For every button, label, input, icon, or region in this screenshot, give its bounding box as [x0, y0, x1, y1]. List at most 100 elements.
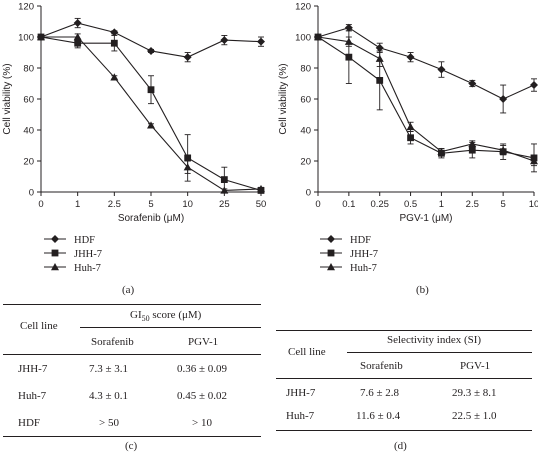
- data-point-jhh-7: [407, 134, 414, 142]
- table-row: HDF: [18, 417, 41, 429]
- series-line-jhh-7: [40, 36, 262, 191]
- data-point-huh-7: [468, 139, 477, 148]
- legend-marker-jhh-7: [51, 249, 59, 257]
- data-point-jhh-7: [74, 39, 82, 47]
- data-point-huh-7: [437, 147, 446, 155]
- table-d: Cell line Selectivity index (SI) Sorafen…: [272, 300, 538, 456]
- data-point-huh-7: [406, 122, 415, 131]
- chart-a-panel-label: (a): [122, 284, 135, 296]
- data-point-huh-7: [183, 163, 192, 171]
- data-point-jhh-7: [376, 77, 384, 84]
- table-cell: 0.45 ± 0.02: [177, 390, 228, 402]
- data-point-huh-7: [499, 146, 508, 154]
- data-point-huh-7: [530, 157, 538, 165]
- table-cell: 7.6 ± 2.8: [360, 387, 400, 399]
- table-d-header-rule: [276, 378, 532, 379]
- table-c-header-rule: [3, 354, 261, 355]
- x-tick-label: 1: [75, 199, 80, 210]
- table-cell: 4.3 ± 0.1: [89, 390, 129, 402]
- y-axis-label: Cell viability (%): [278, 63, 289, 134]
- data-point-huh-7: [220, 186, 229, 194]
- chart-b-axes: 0 20 40 60 80 100 120 0 0.1 0.25 0.5 1 2.5 5 10 PGV-1 (…: [278, 2, 538, 225]
- series-line-huh-7: [317, 36, 535, 162]
- data-point-hdf: [375, 43, 384, 52]
- table-d-col-sorafenib: Sorafenib: [360, 360, 403, 372]
- legend-label-jhh-7: JHH-7: [350, 249, 378, 260]
- data-point-hdf: [183, 53, 192, 62]
- data-point-hdf: [437, 65, 446, 74]
- data-point-huh-7: [344, 37, 353, 45]
- legend-label-hdf: HDF: [74, 235, 95, 246]
- legend-marker-huh-7: [327, 263, 335, 271]
- table-row: Huh-7: [18, 390, 47, 402]
- x-tick-label: 0.25: [370, 199, 389, 210]
- data-point-huh-7: [73, 33, 82, 41]
- table-c-top-rule: [3, 304, 261, 305]
- data-point-jhh-7: [468, 146, 476, 154]
- data-point-jhh-7: [345, 53, 353, 61]
- y-tick-label: 100: [295, 33, 311, 44]
- x-tick-label: 2.5: [108, 199, 121, 210]
- y-tick-label: 60: [300, 95, 311, 106]
- table-row: JHH-7: [286, 387, 316, 399]
- y-tick-label: 120: [18, 2, 34, 13]
- data-point-hdf: [468, 79, 477, 88]
- table-c-row-header: Cell line: [20, 320, 58, 332]
- data-point-jhh-7: [147, 86, 155, 94]
- chart-b: 0 20 40 60 80 100 120 0 0.1 0.25 0.5 1 2.5 5 10 PGV-1 (…: [278, 2, 538, 274]
- table-d-col-pgv1: PGV-1: [460, 360, 491, 372]
- data-point-jhh-7: [220, 176, 228, 183]
- x-tick-label: 0.5: [404, 199, 417, 210]
- x-tick-label: 10: [182, 199, 193, 210]
- legend-label-hdf: HDF: [350, 235, 371, 246]
- data-point-huh-7: [314, 33, 322, 41]
- legend-marker-hdf: [327, 235, 335, 243]
- table-c-group-header: GI50 score (μM): [130, 309, 201, 323]
- x-tick-label: 1: [439, 199, 444, 210]
- y-tick-label: 40: [300, 126, 311, 137]
- chart-b-series: [314, 23, 538, 173]
- y-tick-label: 80: [23, 64, 34, 75]
- table-d-row-header: Cell line: [288, 346, 326, 358]
- table-c-group-header-rest: score (μM): [149, 309, 202, 321]
- chart-b-panel-label: (b): [416, 284, 429, 296]
- chart-a: 0 20 40 60 80 100 120 0 1 2.5 5 10 25 50 Sorafenib (μM…: [2, 2, 266, 275]
- data-point-huh-7: [375, 54, 384, 62]
- table-cell: > 10: [192, 417, 212, 429]
- table-c-panel-label: (c): [125, 440, 138, 452]
- table-d-bottom-rule: [276, 430, 532, 431]
- table-d-panel-label: (d): [394, 440, 407, 452]
- table-c-col-sorafenib: Sorafenib: [91, 336, 134, 348]
- x-axis-label: PGV-1 (μM): [400, 213, 453, 224]
- data-point-hdf: [406, 53, 415, 62]
- table-cell: 11.6 ± 0.4: [356, 410, 401, 422]
- chart-a-series: [37, 17, 265, 194]
- x-tick-label: 5: [148, 199, 153, 210]
- x-axis-label: Sorafenib (μM): [118, 213, 184, 224]
- chart-a-legend: HDF JHH-7 Huh-7: [44, 235, 102, 274]
- series-line-jhh-7: [317, 36, 535, 159]
- y-tick-label: 40: [23, 126, 34, 137]
- table-row: JHH-7: [18, 363, 48, 375]
- x-tick-label: 0: [315, 199, 320, 210]
- x-tick-label: 0.1: [342, 199, 355, 210]
- legend-marker-jhh-7: [327, 249, 335, 257]
- data-point-hdf: [147, 46, 155, 55]
- y-tick-label: 0: [29, 188, 34, 199]
- chart-a-axes: 0 20 40 60 80 100 120 0 1 2.5 5 10 25 50 Sorafenib (μM…: [2, 2, 266, 225]
- legend-label-jhh-7: JHH-7: [74, 249, 102, 260]
- data-point-hdf: [220, 36, 229, 45]
- y-tick-label: 60: [23, 95, 34, 106]
- x-tick-label: 5: [500, 199, 505, 210]
- table-d-group-header: Selectivity index (SI): [387, 334, 482, 346]
- table-cell: 0.36 ± 0.09: [177, 363, 228, 375]
- table-cell: > 50: [99, 417, 119, 429]
- series-line-huh-7: [41, 36, 262, 192]
- table-c-bottom-rule: [3, 436, 261, 437]
- table-c-col-pgv1: PGV-1: [188, 336, 219, 348]
- y-tick-label: 100: [18, 33, 34, 44]
- data-point-hdf: [73, 19, 82, 28]
- table-row: Huh-7: [286, 410, 315, 422]
- data-point-huh-7: [110, 73, 119, 81]
- legend-marker-hdf: [51, 235, 59, 243]
